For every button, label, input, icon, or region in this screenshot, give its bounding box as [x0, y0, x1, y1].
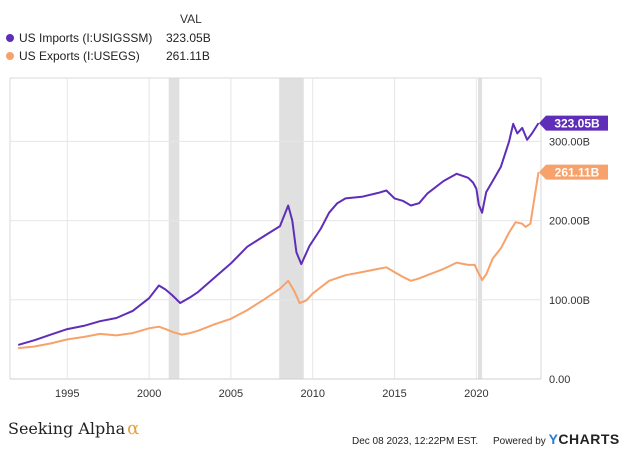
- imports-value-flag: [539, 115, 608, 131]
- ycharts-logo[interactable]: YCHARTS: [549, 431, 620, 447]
- x-tick-label: 2000: [137, 388, 161, 400]
- legend-name-imports: US Imports (I:USIGSSM): [19, 31, 153, 45]
- recession-band: [168, 78, 180, 379]
- exports-value-flag: [539, 164, 608, 180]
- seeking-alpha-wordmark: Seeking Alpha: [8, 419, 126, 438]
- exports-dot-icon: [6, 52, 14, 60]
- x-tick-label: 1995: [55, 388, 79, 400]
- exports-flag-label: 261.11B: [555, 166, 600, 180]
- value-flags: 323.05B 261.11B: [539, 115, 608, 180]
- seeking-alpha-logo[interactable]: Seeking Alpha α: [8, 418, 139, 439]
- y-tick-label: 200.00B: [549, 216, 590, 228]
- imports-dot-icon: [6, 34, 14, 42]
- x-tick-label: 2010: [300, 388, 324, 400]
- footer-credit: Dec 08 2023, 12:22PM EST. Powered by YCH…: [352, 431, 620, 447]
- legend-value-header: VAL: [180, 12, 202, 26]
- recession-band: [478, 78, 483, 379]
- recession-bands: [168, 78, 483, 379]
- ycharts-y-icon: Y: [548, 431, 559, 447]
- legend: VAL US Imports (I:USIGSSM) 323.05B US Ex…: [0, 0, 240, 70]
- imports-flag-label: 323.05B: [554, 117, 600, 131]
- alpha-icon: α: [127, 418, 140, 439]
- recession-band: [279, 78, 304, 379]
- x-tick-label: 2015: [382, 388, 406, 400]
- legend-value-exports: 261.11B: [166, 49, 210, 63]
- y-tick-label: 0.00: [549, 374, 570, 386]
- axis-labels: 0.00 100.00B 200.00B 300.00B 1995 2000 2005 201…: [55, 136, 590, 400]
- series-lines: [17, 122, 540, 350]
- ycharts-wordmark: CHARTS: [558, 431, 620, 447]
- legend-value-imports: 323.05B: [166, 31, 211, 45]
- legend-name-exports: US Exports (I:USEGS): [19, 49, 140, 63]
- y-tick-label: 100.00B: [549, 295, 590, 307]
- powered-by-label: Powered by: [492, 436, 546, 447]
- x-tick-label: 2005: [219, 388, 243, 400]
- imports-line: [17, 122, 540, 346]
- y-tick-label: 300.00B: [549, 136, 590, 148]
- x-tick-label: 2020: [464, 388, 488, 400]
- footer-timestamp: Dec 08 2023, 12:22PM EST.: [352, 436, 479, 447]
- exports-line: [18, 172, 540, 350]
